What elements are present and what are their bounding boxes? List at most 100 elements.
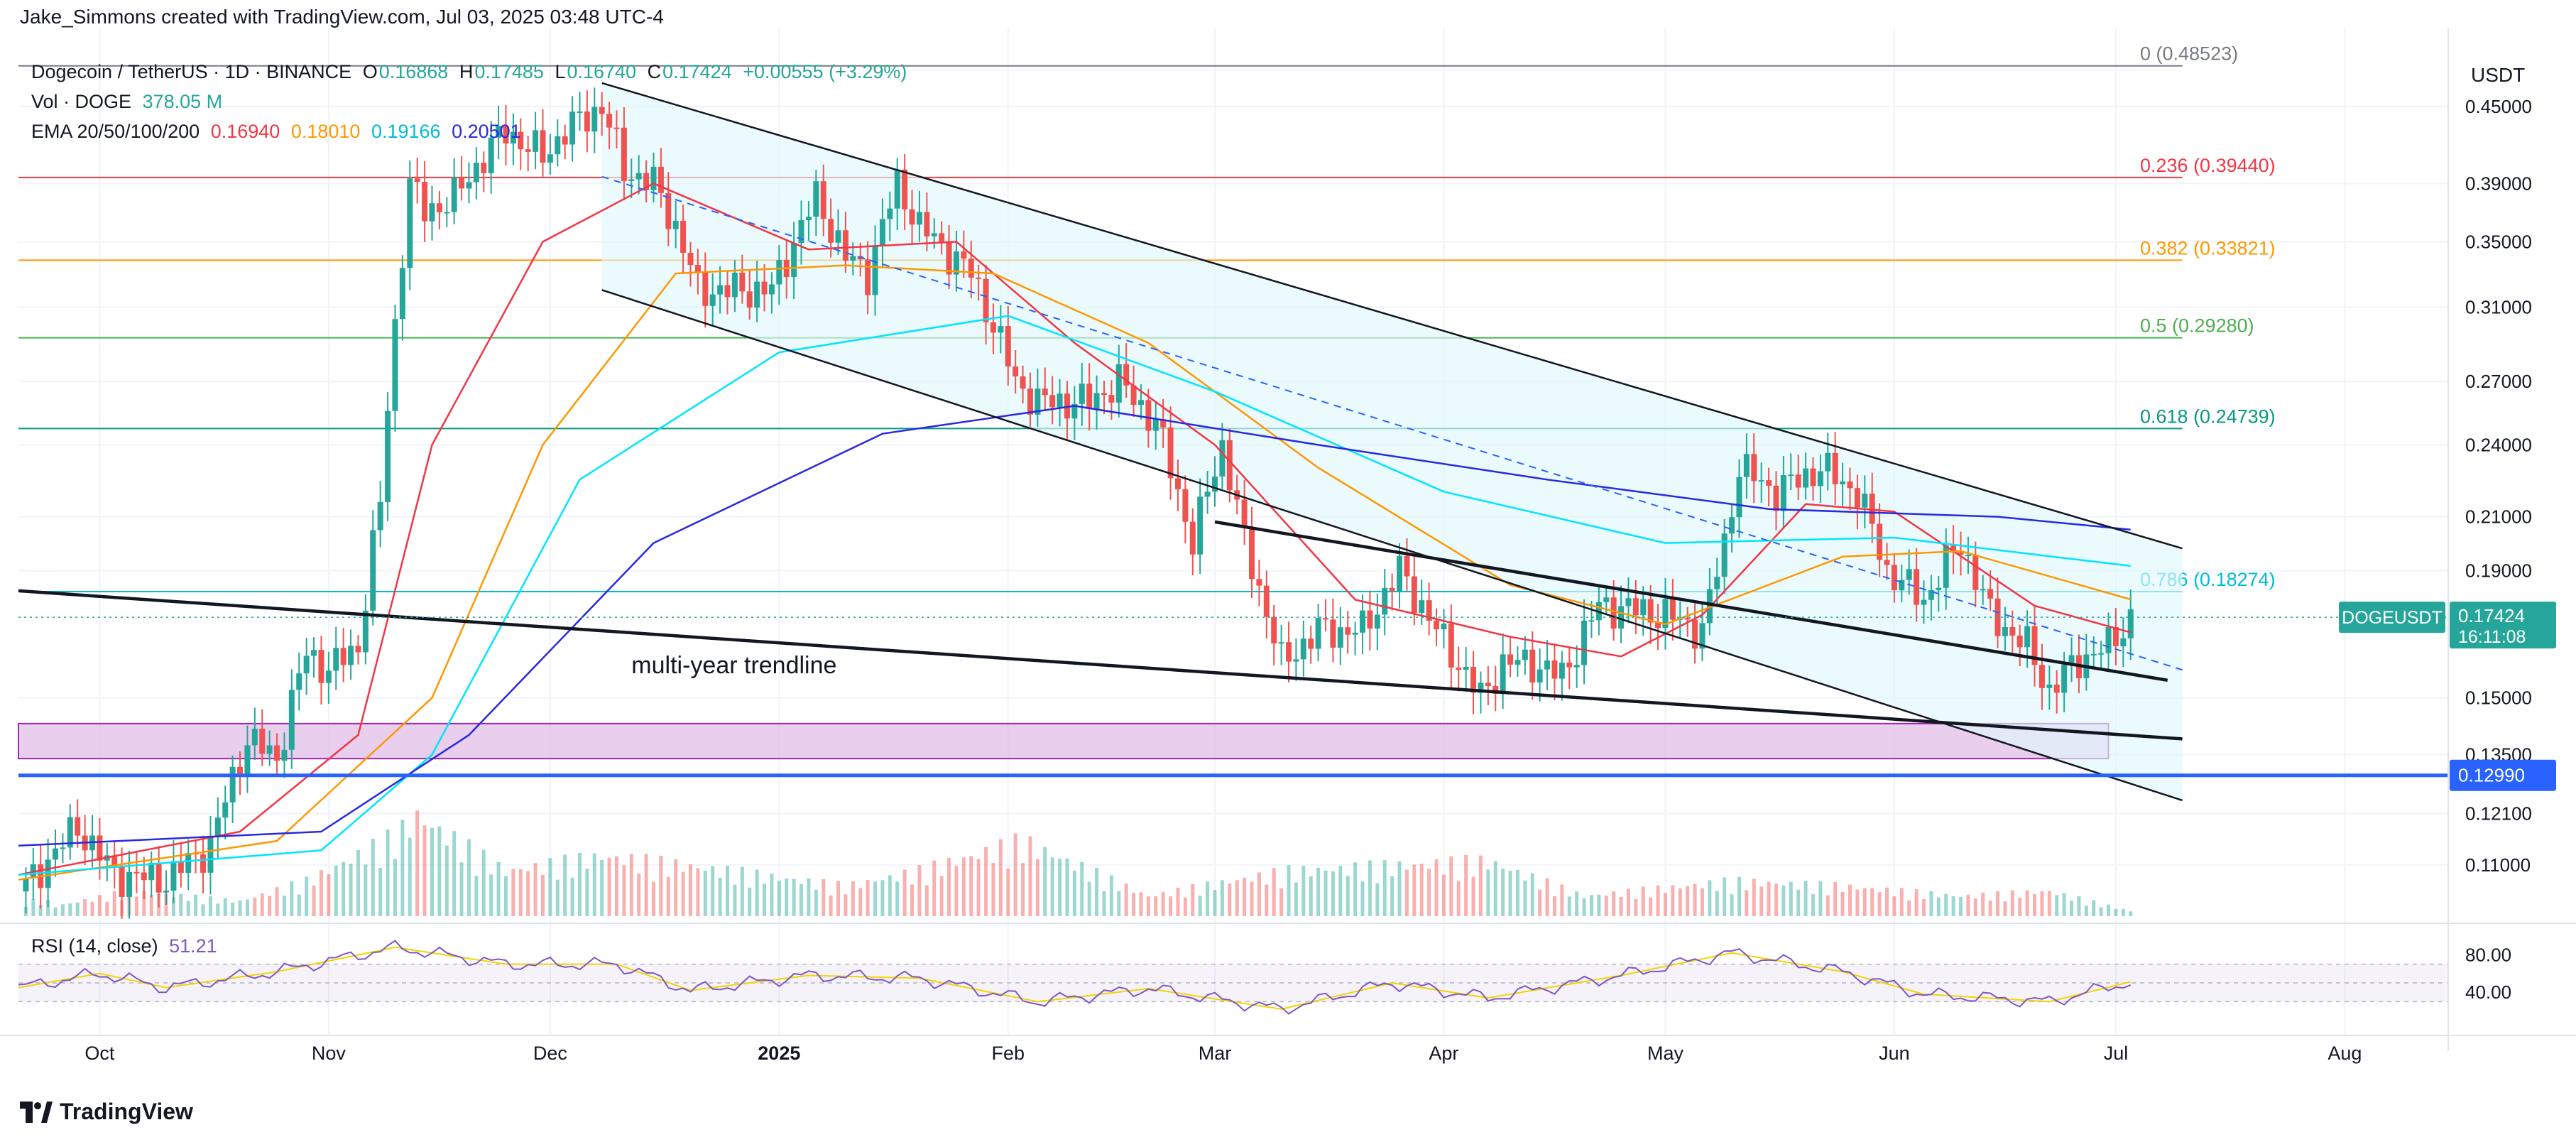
volume-bar [231, 903, 235, 916]
open-label: O [362, 61, 378, 82]
candle-body [828, 219, 834, 243]
candle-body [1463, 666, 1469, 670]
volume-bar [452, 831, 457, 916]
volume-bar [2062, 893, 2066, 916]
candle-body [251, 729, 258, 746]
candle-body [1079, 384, 1085, 404]
candle-body [1197, 496, 1204, 555]
volume-bar [1501, 869, 1505, 916]
rsi-pane: 80.00 40.00 [18, 940, 2511, 1015]
volume-bar [378, 867, 383, 916]
candle-body [1013, 366, 1019, 376]
candle-body [1286, 642, 1292, 662]
fib-level-label: 0.236 (0.39440) [2140, 155, 2276, 176]
candle-body [1699, 623, 1705, 649]
candle-body [768, 284, 775, 295]
volume-bar [334, 865, 338, 916]
volume-bar [1154, 896, 1158, 916]
candle-body [259, 729, 266, 754]
volume-bar [1818, 881, 1823, 916]
candle-body [111, 855, 118, 867]
candle-body [318, 650, 324, 683]
candle-body [1869, 494, 1875, 524]
time-tick-label: May [1647, 1043, 1684, 1064]
candle-body [436, 203, 442, 212]
candle-body [60, 847, 66, 849]
candle-body [296, 673, 302, 690]
candle-body [399, 268, 405, 320]
candle-body [97, 835, 103, 861]
demand-zone-rectangle[interactable] [18, 722, 2110, 760]
candle-body [170, 861, 177, 891]
candle-body [1249, 528, 1255, 580]
time-tick-label: Aug [2327, 1043, 2362, 1064]
candle-body [1840, 481, 1846, 484]
candle-body [185, 853, 192, 873]
time-tick-label: Oct [84, 1043, 115, 1064]
candle-body [1020, 376, 1026, 389]
candle-body [976, 277, 982, 279]
candle-body [606, 114, 613, 128]
candle-body [274, 745, 280, 761]
candle-body [1684, 618, 1691, 620]
volume-bar [1265, 884, 1269, 916]
volume-bar [1567, 896, 1571, 916]
candle-body [1337, 627, 1343, 648]
candle-body [1360, 610, 1366, 633]
volume-bar [1301, 865, 1306, 916]
volume-bar [415, 810, 420, 916]
candle-body [946, 242, 952, 275]
volume-bar [1404, 869, 1409, 916]
volume-bar [1789, 881, 1793, 916]
candle-body [1515, 660, 1521, 665]
candle-body [325, 670, 332, 683]
candle-body [547, 154, 553, 163]
candle-body [635, 173, 642, 180]
tradingview-branding[interactable]: TradingView [20, 1099, 193, 1125]
candle-body [887, 208, 893, 219]
volume-bars [23, 810, 2133, 916]
candle-body [1766, 480, 1772, 486]
candle-body [155, 862, 162, 893]
volume-bar [1899, 888, 1904, 916]
candle-body [1241, 499, 1248, 528]
candle-body [1507, 654, 1514, 665]
volume-bar [1641, 886, 1645, 916]
volume-bar [777, 881, 781, 916]
volume-bar [2077, 896, 2081, 916]
candle-body [1655, 622, 1661, 629]
currency-label[interactable]: USDT [2471, 64, 2526, 86]
volume-bar [1730, 894, 1734, 916]
candle-body [1884, 560, 1890, 565]
volume-bar [1279, 888, 1284, 916]
channel-lower-line [601, 289, 2183, 802]
candle-body [569, 112, 576, 145]
candle-body [1145, 400, 1152, 431]
volume-bar [290, 881, 294, 916]
candle-body [1005, 326, 1011, 367]
tradingview-logo-icon [20, 1101, 53, 1123]
candle-body [1189, 521, 1196, 555]
volume-bar [696, 868, 700, 916]
candle-body [1174, 478, 1181, 489]
candle-body [1529, 649, 1536, 683]
candle-body [1891, 565, 1897, 591]
volume-bar [526, 871, 530, 916]
volume-bar [83, 899, 87, 916]
volume-bar [1656, 885, 1660, 916]
candle-body [1566, 663, 1573, 668]
candle-body [1537, 669, 1543, 683]
candle-body [2105, 627, 2112, 653]
volume-bar [112, 891, 116, 916]
support-price-badge [2450, 759, 2556, 791]
ema20-line [18, 183, 2132, 876]
candle-body [1625, 598, 1632, 607]
rsi-value: 51.21 [169, 935, 217, 957]
candle-body [45, 859, 51, 888]
volume-bar [386, 830, 390, 916]
volume-bar [1870, 888, 1874, 916]
trendlines[interactable] [18, 82, 2183, 802]
volume-bar [1206, 881, 1210, 916]
